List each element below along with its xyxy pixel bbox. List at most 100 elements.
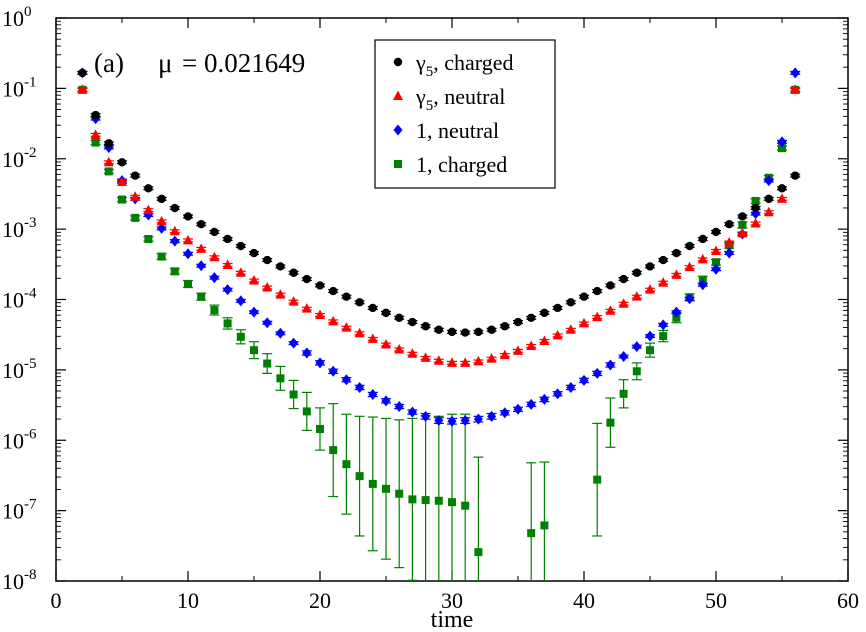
legend-label: 1, charged (416, 152, 507, 177)
data-point (354, 327, 365, 338)
data-point (500, 407, 510, 419)
data-point (328, 365, 338, 377)
data-point (183, 248, 193, 260)
data-point (355, 298, 364, 307)
x-tick-label: 0 (51, 588, 62, 613)
data-point (302, 407, 311, 416)
series-3 (77, 85, 801, 581)
data-point (553, 388, 563, 400)
data-point (619, 389, 628, 398)
y-axis: 100 10-1 10-2 10-3 10-4 10-5 10-6 10-7 10-8 (2, 4, 848, 594)
data-point (698, 234, 707, 244)
data-point (777, 184, 787, 193)
data-point (315, 357, 325, 369)
data-point (646, 346, 654, 355)
data-point (236, 241, 245, 251)
data-point (275, 327, 285, 339)
data-point (183, 212, 193, 221)
data-point (763, 206, 774, 217)
data-point (170, 235, 180, 247)
series-1 (77, 84, 801, 367)
data-point (144, 234, 153, 243)
data-point (486, 353, 497, 363)
data-point (131, 213, 140, 222)
data-point (461, 328, 470, 337)
data-point (685, 293, 695, 305)
data-point (408, 495, 417, 504)
data-point (262, 282, 273, 292)
data-point (671, 269, 682, 279)
data-point (751, 196, 760, 205)
data-point (685, 241, 694, 251)
mu-value: = 0.021649 (182, 48, 305, 78)
data-point (433, 355, 444, 365)
data-point (606, 281, 615, 290)
data-point (342, 292, 351, 301)
data-point (289, 390, 298, 399)
data-point (368, 389, 378, 401)
data-point (658, 319, 668, 331)
data-point (118, 195, 126, 204)
x-tick-label: 10 (177, 588, 199, 613)
data-point (540, 521, 549, 530)
data-point (631, 291, 642, 301)
data-point (183, 234, 193, 245)
y-tick-label: 10-7 (2, 497, 37, 524)
data-point (593, 475, 602, 484)
data-point (618, 298, 629, 308)
data-point (619, 274, 628, 284)
legend-marker (393, 90, 403, 100)
data-point (169, 225, 180, 236)
data-point (355, 381, 365, 393)
data-point (645, 330, 655, 342)
y-tick-label: 10-5 (2, 356, 37, 383)
data-point (288, 296, 299, 306)
y-tick-label: 10-4 (2, 286, 37, 313)
data-point (738, 212, 747, 221)
data-point (421, 496, 430, 505)
data-point (619, 351, 629, 363)
data-series (77, 67, 801, 581)
data-point (632, 341, 642, 353)
data-point (447, 357, 457, 367)
data-point (156, 215, 167, 226)
legend-label: γ5, charged (415, 50, 513, 80)
data-point (711, 227, 721, 237)
data-point (249, 274, 259, 285)
data-point (632, 268, 641, 277)
data-point (421, 322, 430, 331)
data-point (606, 418, 615, 427)
data-point (659, 255, 668, 265)
data-point (236, 295, 246, 307)
data-point (275, 289, 286, 299)
data-point (579, 374, 589, 386)
data-point (170, 267, 179, 276)
data-point (473, 413, 483, 425)
data-point (263, 359, 272, 368)
data-point (659, 332, 668, 341)
data-point (381, 339, 391, 349)
data-point (223, 284, 233, 296)
legend-marker (393, 124, 403, 136)
legend-marker (393, 57, 403, 67)
data-point (131, 171, 140, 180)
data-point (368, 479, 377, 488)
legend-label: γ5, neutral (415, 84, 505, 114)
data-point (500, 322, 509, 331)
data-point (605, 359, 615, 371)
data-point (104, 139, 114, 148)
data-point (329, 446, 338, 455)
data-point (790, 67, 800, 79)
data-point (671, 306, 681, 318)
data-point (460, 415, 470, 427)
data-point (408, 317, 417, 327)
data-point (341, 374, 351, 386)
data-point (658, 277, 669, 287)
data-point (540, 308, 549, 318)
data-point (184, 280, 192, 289)
data-point (499, 349, 510, 360)
data-point (777, 136, 787, 148)
data-point (724, 247, 734, 259)
data-point (91, 138, 100, 147)
y-tick-label: 100 (2, 4, 32, 31)
